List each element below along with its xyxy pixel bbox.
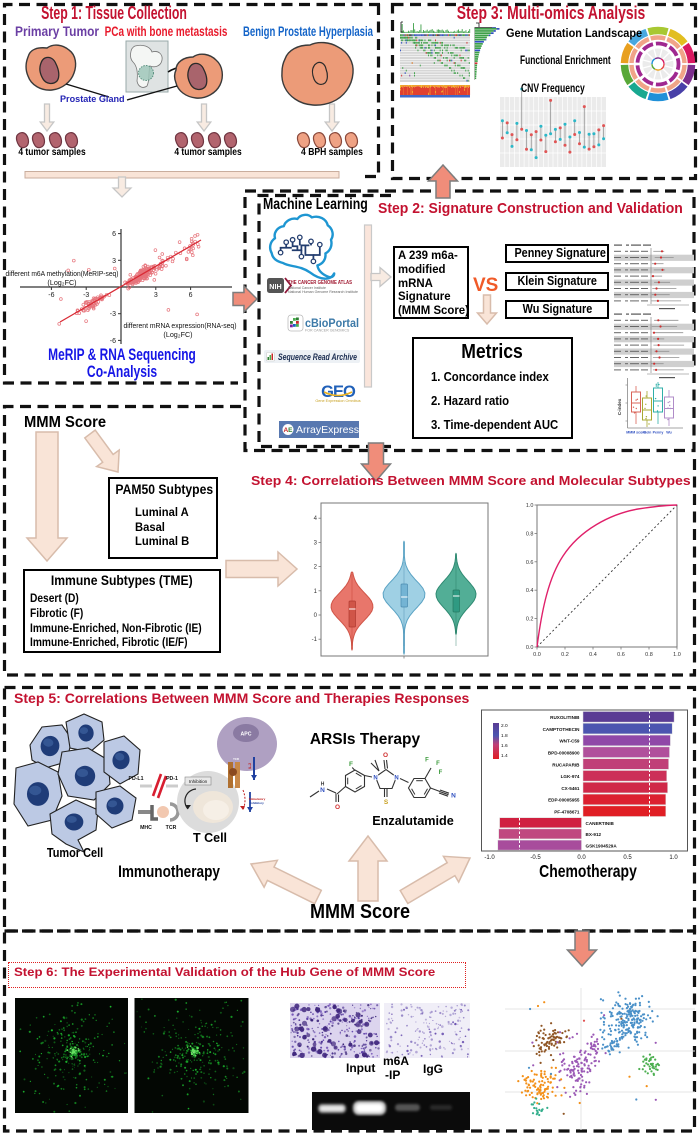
svg-text:-6: -6	[48, 292, 54, 299]
svg-text:3: 3	[154, 292, 158, 299]
svg-text:0.5: 0.5	[623, 855, 632, 861]
svg-text:1.6: 1.6	[501, 743, 508, 749]
svg-text:6: 6	[112, 231, 116, 238]
svg-text:ArrayExpress: ArrayExpress	[296, 424, 359, 436]
svg-text:Klein: Klein	[643, 431, 652, 435]
svg-text:APC: APC	[241, 732, 252, 738]
svg-text:GSK1904529A: GSK1904529A	[586, 843, 618, 848]
svg-text:1.0: 1.0	[526, 503, 534, 509]
svg-text:N: N	[394, 776, 398, 782]
svg-text:THE CANCER GENOME ATLAS: THE CANCER GENOME ATLAS	[288, 280, 352, 286]
svg-text:Wu: Wu	[666, 431, 672, 435]
svg-text:Inhibitory: Inhibitory	[250, 801, 264, 805]
svg-text:0: 0	[314, 613, 318, 619]
svg-text:F: F	[349, 761, 353, 768]
svg-text:RUXOLITINIB: RUXOLITINIB	[550, 715, 580, 720]
svg-text:TCR: TCR	[233, 757, 239, 761]
svg-text:-1: -1	[312, 637, 318, 643]
svg-text:-3: -3	[83, 292, 89, 299]
svg-text:National Human Genome Research: National Human Genome Research Institute	[288, 290, 358, 294]
svg-text:2.0: 2.0	[501, 723, 508, 729]
svg-text:BX-912: BX-912	[586, 832, 602, 837]
svg-text:0.4: 0.4	[589, 652, 597, 658]
svg-text:RUCAPARIB: RUCAPARIB	[552, 762, 580, 767]
svg-text:C-index: C-index	[617, 398, 622, 415]
svg-text:IL-2: IL-2	[248, 763, 252, 769]
svg-text:-3: -3	[110, 311, 116, 318]
svg-text:0.6: 0.6	[617, 652, 625, 658]
svg-text:3: 3	[112, 258, 116, 265]
svg-text:GEO: GEO	[321, 383, 356, 401]
svg-text:BPD-00008900: BPD-00008900	[548, 751, 580, 756]
svg-text:H: H	[321, 782, 325, 788]
svg-text:PD-L1: PD-L1	[129, 776, 144, 782]
svg-text:EDP-00005955: EDP-00005955	[548, 798, 580, 803]
svg-text:Gene Expression Omnibus: Gene Expression Omnibus	[315, 399, 360, 403]
svg-text:CAMPTOTHECIN: CAMPTOTHECIN	[543, 727, 581, 732]
svg-text:F: F	[436, 761, 440, 767]
svg-text:N: N	[320, 787, 325, 794]
svg-text:different m6A methylation(MeRI: different m6A methylation(MeRIP-seq)	[6, 269, 119, 278]
svg-text:0.4: 0.4	[526, 588, 534, 594]
svg-text:TCR: TCR	[166, 825, 177, 831]
svg-text:S: S	[384, 799, 389, 806]
svg-text:(Log₂FC): (Log₂FC)	[47, 278, 76, 287]
svg-text:O: O	[383, 752, 388, 759]
svg-text:3: 3	[314, 540, 318, 546]
svg-text:4: 4	[314, 516, 318, 522]
svg-text:0.0: 0.0	[577, 855, 586, 861]
svg-text:LGK-974: LGK-974	[561, 774, 580, 779]
svg-text:PF-4708671: PF-4708671	[554, 810, 580, 815]
svg-text:CX-5461: CX-5461	[561, 786, 580, 791]
svg-text:CANERTINIB: CANERTINIB	[586, 821, 615, 826]
svg-text:-6: -6	[110, 338, 116, 345]
svg-text:FOR CANCER GENOMICS: FOR CANCER GENOMICS	[305, 329, 350, 333]
svg-text:0.2: 0.2	[526, 617, 534, 623]
svg-text:F: F	[425, 758, 429, 764]
svg-text:0.0: 0.0	[526, 645, 534, 651]
svg-text:Sequence Read Archive: Sequence Read Archive	[278, 352, 357, 362]
svg-text:WNT-C59: WNT-C59	[559, 739, 580, 744]
svg-text:N: N	[451, 793, 456, 800]
svg-text:NIH: NIH	[269, 282, 281, 291]
svg-text:MMM score: MMM score	[626, 431, 646, 435]
svg-text:1.8: 1.8	[501, 733, 508, 739]
svg-text:6: 6	[189, 292, 193, 299]
svg-text:1.0: 1.0	[669, 855, 678, 861]
svg-text:MHC: MHC	[140, 825, 152, 831]
svg-text:-1.0: -1.0	[484, 855, 495, 861]
svg-text:1.0: 1.0	[673, 652, 681, 658]
svg-text:different mRNA expression(RNA-: different mRNA expression(RNA-seq)	[124, 321, 237, 330]
svg-text:O: O	[335, 804, 340, 811]
svg-text:Penny: Penny	[653, 431, 664, 435]
svg-text:National Cancer Institute: National Cancer Institute	[288, 286, 326, 290]
svg-text:N: N	[373, 776, 377, 782]
svg-text:(Log₂FC): (Log₂FC)	[163, 330, 192, 339]
svg-text:1: 1	[314, 589, 318, 595]
svg-text:PD-1: PD-1	[166, 776, 178, 782]
svg-text:1.4: 1.4	[501, 753, 508, 759]
svg-text:F: F	[439, 770, 443, 776]
svg-text:Stimulatory: Stimulatory	[249, 797, 266, 801]
svg-text:-0.5: -0.5	[530, 855, 541, 861]
svg-text:AE: AE	[283, 427, 293, 434]
svg-text:2: 2	[314, 565, 318, 571]
svg-text:0.0: 0.0	[533, 652, 541, 658]
svg-text:0.2: 0.2	[561, 652, 569, 658]
svg-text:0.6: 0.6	[526, 560, 534, 566]
svg-text:0.8: 0.8	[526, 531, 534, 537]
svg-text:Inhibition: Inhibition	[189, 779, 208, 784]
svg-text:0.8: 0.8	[645, 652, 653, 658]
svg-text:cBioPortal: cBioPortal	[305, 318, 359, 330]
